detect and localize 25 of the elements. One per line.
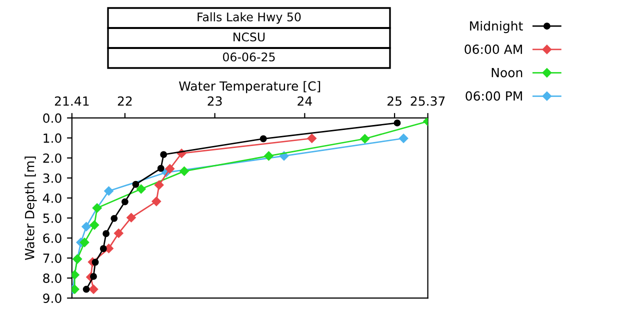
y-tick-label: 6.0 <box>43 234 62 243</box>
y-tick-label: 1.0 <box>44 133 62 143</box>
y-axis-title: Water Depth [m] <box>24 156 37 260</box>
text: 06-06-25 <box>222 52 275 62</box>
y-tick-label: 5.0 <box>43 213 62 223</box>
x-tick-label: 25.37 <box>410 96 445 106</box>
x-tick-label: 23 <box>208 96 222 106</box>
x-tick-label: 22 <box>118 96 132 106</box>
legend-label: 06:00 AM <box>464 44 522 54</box>
legend-label: Midnight <box>470 20 523 34</box>
y-tick-label: 4.0 <box>42 193 62 203</box>
x-tick-label: 25 <box>388 96 402 106</box>
y-tick-label: 9.0 <box>43 294 62 304</box>
chart-subtitle: NCSU <box>234 32 265 42</box>
legend-label: 06:00 PM <box>466 91 522 101</box>
y-tick-label: 0.0 <box>43 113 62 123</box>
y-tick-label: 2.0 <box>43 153 62 163</box>
y-tick-label: 7.0 <box>43 254 62 263</box>
chart-title: Falls Lake Hwy 50 <box>198 12 301 24</box>
x-axis-title: Water Temperature [C] <box>179 81 320 94</box>
x-tick-label: 21.41 <box>54 96 89 106</box>
y-tick-label: 8.0 <box>43 274 62 283</box>
legend-label: Noon <box>492 68 522 78</box>
x-tick-label: 24 <box>298 96 312 106</box>
y-tick-label: 3.0 <box>43 173 62 183</box>
